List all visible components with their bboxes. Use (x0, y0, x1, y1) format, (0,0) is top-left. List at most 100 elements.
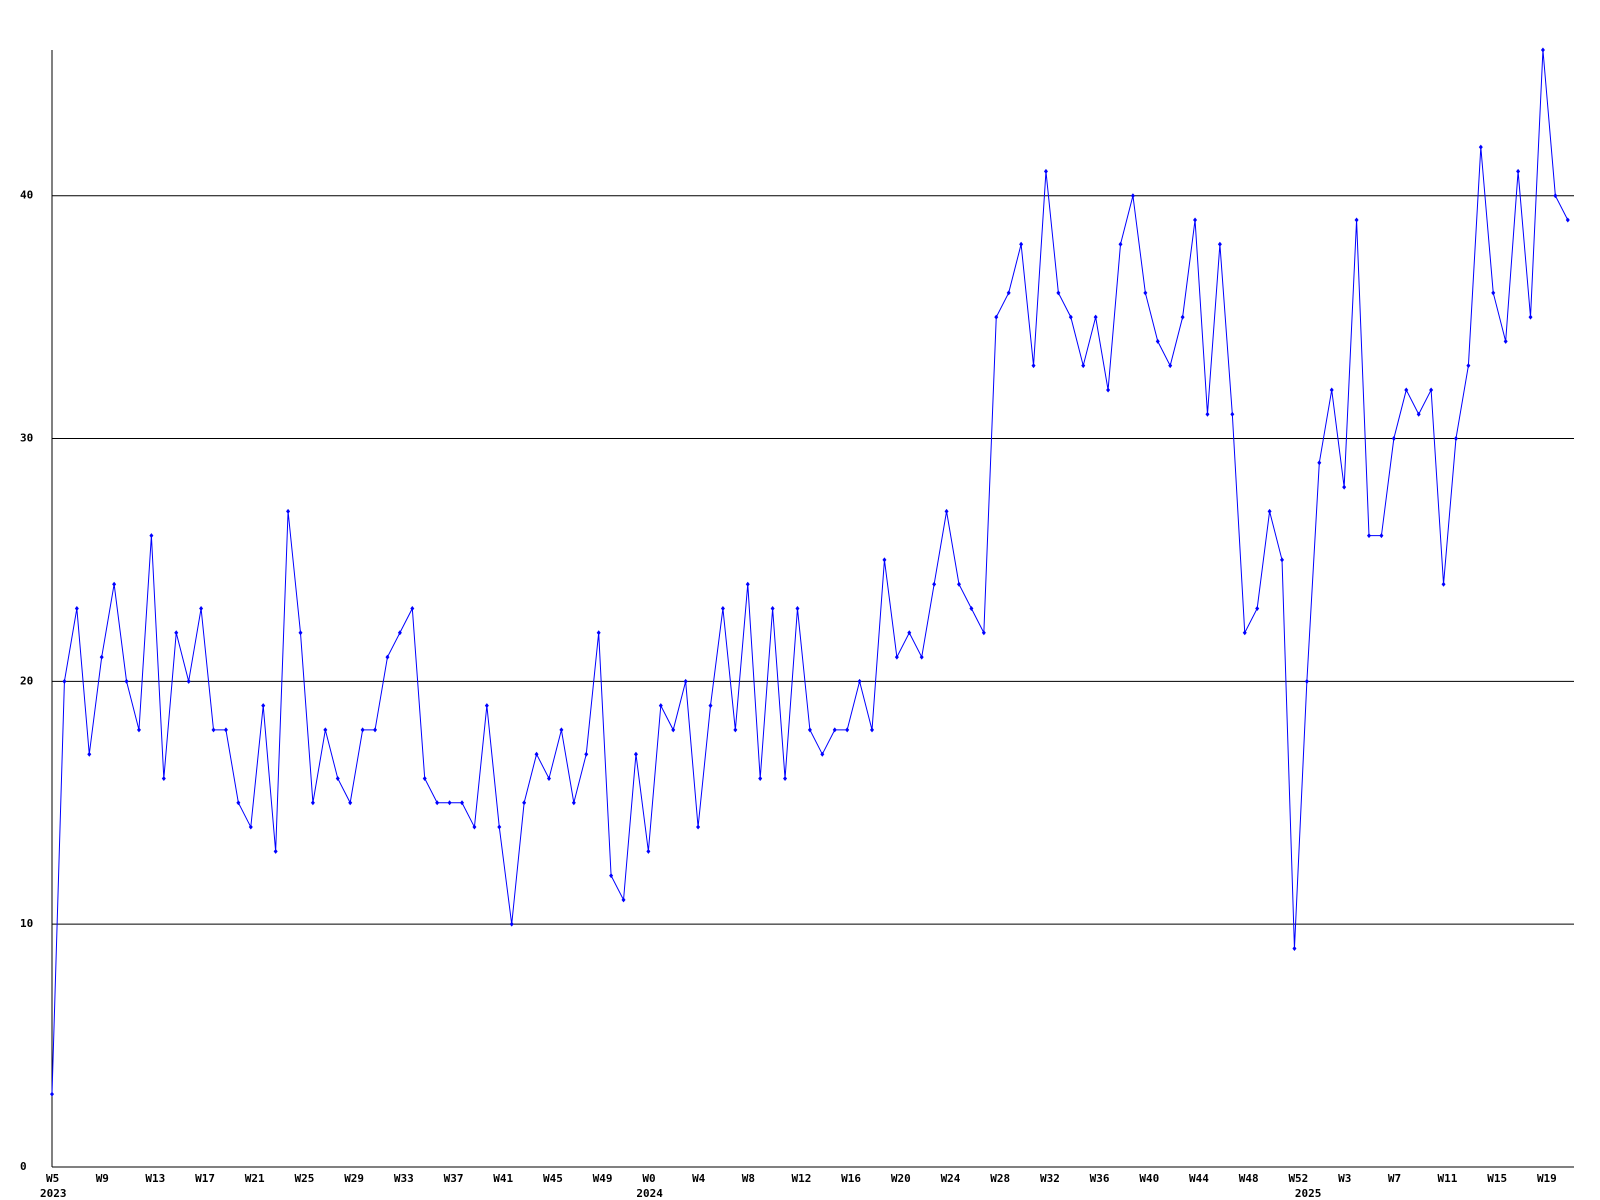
data-point (1068, 314, 1073, 320)
year-label: 2025 (1295, 1187, 1322, 1200)
x-tick-label: W45 (543, 1172, 563, 1185)
data-point (1354, 217, 1359, 223)
data-point (1441, 581, 1446, 587)
x-tick-label: W12 (791, 1172, 811, 1185)
data-point (1292, 945, 1297, 951)
data-point (174, 630, 179, 636)
data-point (410, 606, 415, 611)
data-point (87, 751, 92, 757)
data-point (571, 800, 576, 806)
data-point (671, 727, 676, 733)
data-point (1565, 217, 1570, 223)
data-point (1255, 606, 1260, 611)
data-point (907, 630, 912, 636)
x-tick-label: W3 (1338, 1172, 1351, 1185)
data-point (112, 581, 117, 587)
data-point (1267, 508, 1272, 514)
data-point (522, 800, 527, 806)
data-point (783, 775, 788, 781)
data-point (1280, 557, 1285, 563)
data-point (1379, 533, 1384, 539)
data-point (124, 678, 129, 684)
data-point (261, 703, 266, 709)
data-point (460, 800, 465, 806)
x-tick-label: W36 (1090, 1172, 1110, 1185)
x-tick-label: W29 (344, 1172, 364, 1185)
data-point (286, 508, 291, 514)
data-point (1540, 47, 1545, 53)
data-point (1031, 363, 1036, 369)
data-point (658, 703, 663, 709)
data-point (1168, 363, 1173, 369)
y-tick-label: 10 (20, 917, 33, 930)
x-tick-label: W32 (1040, 1172, 1060, 1185)
data-point (1180, 314, 1185, 320)
data-point (62, 678, 67, 684)
data-point (435, 800, 440, 806)
data-point (373, 727, 378, 733)
x-tick-label: W0 (642, 1172, 655, 1185)
x-tick-label: W8 (742, 1172, 755, 1185)
x-tick-label: W11 (1438, 1172, 1458, 1185)
data-point (807, 727, 812, 733)
data-point (50, 1091, 54, 1097)
data-line (51, 49, 1569, 1095)
data-point (919, 654, 924, 660)
data-point (1304, 678, 1309, 684)
data-point (956, 581, 961, 587)
data-point (348, 800, 353, 806)
data-point (795, 606, 800, 611)
data-point (186, 678, 191, 684)
data-point (236, 800, 241, 806)
data-point (323, 727, 328, 733)
data-point (609, 873, 614, 879)
data-point (1416, 411, 1421, 417)
data-point (1528, 314, 1533, 320)
data-point (820, 751, 825, 757)
data-point (1466, 363, 1471, 369)
data-point (136, 727, 141, 733)
data-point (1006, 290, 1011, 296)
data-point (1081, 363, 1086, 369)
data-point (1503, 338, 1508, 344)
data-point (447, 800, 452, 806)
data-point (385, 654, 390, 660)
data-point (99, 654, 104, 660)
x-tick-label: W13 (145, 1172, 165, 1185)
data-point (832, 727, 837, 733)
x-tick-label: W33 (394, 1172, 414, 1185)
data-point (1342, 484, 1347, 490)
data-point (484, 703, 489, 709)
x-tick-label: W19 (1537, 1172, 1557, 1185)
data-point (509, 921, 514, 927)
data-point (1242, 630, 1247, 636)
data-point (683, 678, 688, 684)
data-point (994, 314, 999, 320)
data-point (770, 606, 775, 611)
data-point (882, 557, 887, 563)
data-point (708, 703, 713, 709)
x-tick-label: W21 (245, 1172, 265, 1185)
data-point (1317, 460, 1322, 466)
data-point (981, 630, 986, 636)
data-point (223, 727, 228, 733)
data-point (422, 775, 427, 781)
data-point (1056, 290, 1061, 296)
data-point (944, 508, 949, 514)
x-tick-label: W15 (1487, 1172, 1507, 1185)
y-tick-label: 0 (20, 1160, 27, 1173)
data-point (733, 727, 738, 733)
data-point (298, 630, 303, 636)
data-point (1391, 436, 1396, 442)
x-tick-label: W9 (96, 1172, 109, 1185)
x-tick-label: W37 (444, 1172, 464, 1185)
data-point (1106, 387, 1111, 393)
x-tick-label: W41 (493, 1172, 513, 1185)
data-point (472, 824, 477, 830)
x-tick-label: W52 (1288, 1172, 1308, 1185)
x-tick-label: W44 (1189, 1172, 1209, 1185)
data-point (397, 630, 402, 636)
x-tick-label: W24 (941, 1172, 961, 1185)
data-point (1118, 241, 1123, 247)
